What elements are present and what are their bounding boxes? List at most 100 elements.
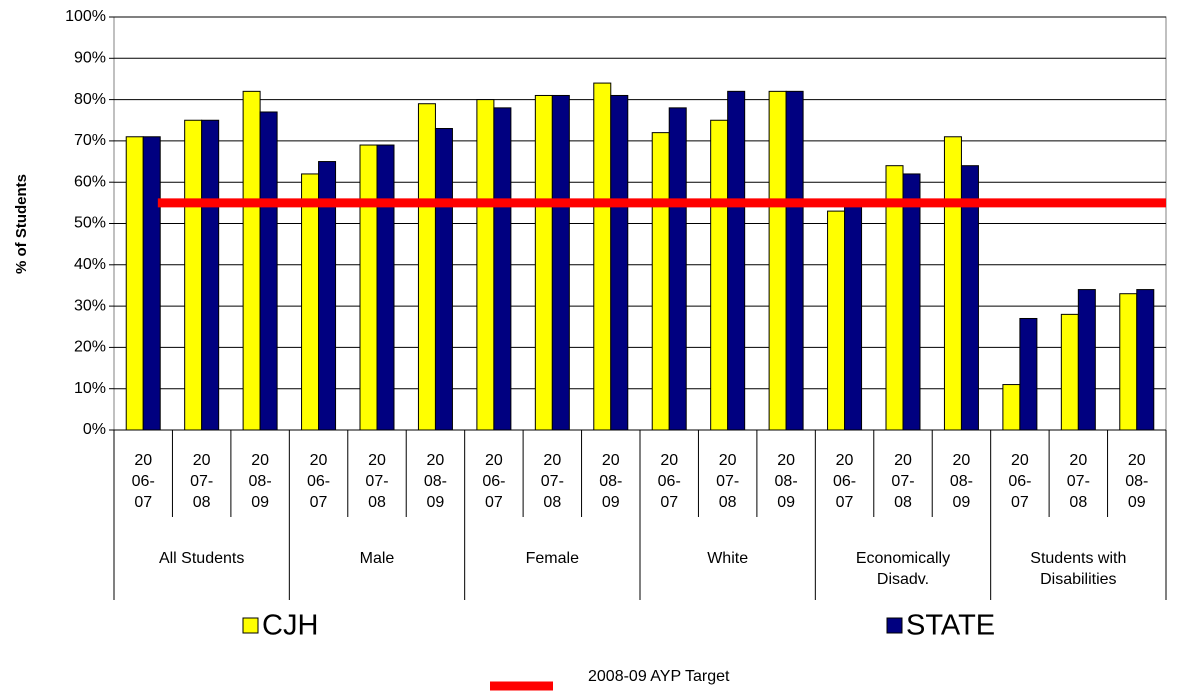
bar — [201, 119, 220, 431]
bar — [434, 128, 453, 431]
bar — [184, 119, 203, 431]
x-tick-label-box: 2006-07 — [1008, 452, 1032, 511]
x-tick-label: 2008-09 — [949, 452, 973, 511]
group-label: Students with Disabilities — [1030, 550, 1127, 588]
bar — [827, 210, 846, 431]
bar — [242, 90, 261, 431]
bar — [844, 202, 863, 431]
x-tick-label: 2008-09 — [1125, 452, 1149, 511]
group-label-box: White — [707, 550, 749, 567]
bar — [551, 94, 570, 431]
group-label: Female — [525, 550, 579, 567]
x-tick-label: 2006-07 — [657, 452, 681, 511]
y-tick-label: 0% — [83, 421, 106, 438]
bar — [960, 165, 979, 431]
x-tick-label-box: 2008-09 — [774, 452, 798, 511]
bar — [259, 111, 278, 431]
bar — [1019, 317, 1038, 431]
x-tick-label: 2008-09 — [774, 452, 798, 511]
x-tick-label: 2008-09 — [248, 452, 272, 511]
bar — [610, 94, 629, 431]
y-tick-label: 70% — [74, 132, 106, 149]
x-tick-label: 2007-08 — [540, 452, 564, 511]
y-tick-label: 90% — [74, 50, 106, 67]
y-tick-label: 30% — [74, 297, 106, 314]
legend-swatch — [886, 617, 903, 634]
bar — [727, 90, 746, 431]
x-tick-label-box: 2007-08 — [716, 452, 740, 511]
bar — [318, 161, 337, 431]
x-tick-label: 2007-08 — [716, 452, 740, 511]
bar — [125, 136, 144, 431]
x-tick-label: 2006-07 — [832, 452, 857, 511]
y-tick-label: 100% — [65, 8, 106, 25]
x-tick-label: 2006-07 — [131, 452, 155, 511]
x-tick-label: 2007-08 — [891, 452, 915, 511]
group-label: White — [707, 550, 749, 567]
legend-label: CJH — [262, 610, 318, 642]
group-label-box: Students with Disabilities — [1030, 550, 1127, 588]
x-tick-label: 2007-08 — [1066, 452, 1090, 511]
group-label: Male — [359, 550, 395, 567]
y-tick-label: 40% — [74, 256, 106, 273]
bar — [1119, 293, 1138, 431]
x-tick-label-box: 2007-08 — [365, 452, 389, 511]
x-tick-label-box: 2007-08 — [540, 452, 564, 511]
bar — [359, 144, 378, 431]
x-tick-label: 2006-07 — [306, 452, 331, 511]
bar — [142, 136, 161, 431]
bar — [534, 94, 553, 431]
x-tick-label-box: 2007-08 — [891, 452, 915, 511]
group-label: All Students — [158, 550, 245, 567]
legend-swatch — [242, 617, 259, 634]
y-tick-label: 60% — [74, 173, 106, 190]
bar — [651, 132, 670, 431]
bar — [668, 107, 687, 431]
bar — [902, 173, 921, 431]
bar — [943, 136, 962, 431]
y-axis-label: % of Students — [13, 174, 30, 274]
x-tick-label-box: 2008-09 — [248, 452, 272, 511]
group-label: Economically Disadv. — [855, 550, 951, 588]
x-tick-label: 2008-09 — [599, 452, 623, 511]
x-tick-label: 2006-07 — [1008, 452, 1032, 511]
x-tick-label-box: 2008-09 — [599, 452, 623, 511]
bar — [593, 82, 612, 431]
bar — [493, 107, 512, 431]
bar — [1060, 313, 1079, 431]
bar — [476, 99, 495, 431]
group-label-box: Female — [525, 550, 579, 567]
x-tick-label-box: 2007-08 — [1066, 452, 1090, 511]
bar — [301, 173, 320, 431]
bar — [1136, 289, 1155, 431]
x-tick-label: 2006-07 — [482, 452, 506, 511]
bar — [1002, 384, 1021, 431]
legend-label: 2008-09 AYP Target — [588, 668, 730, 685]
x-tick-label-box: 2006-07 — [482, 452, 506, 511]
x-tick-label-box: 2008-09 — [949, 452, 973, 511]
x-tick-label-box: 2007-08 — [190, 452, 214, 511]
x-tick-label: 2007-08 — [190, 452, 214, 511]
x-tick-label-box: 2008-09 — [423, 452, 447, 511]
x-tick-label-box: 2006-07 — [131, 452, 155, 511]
y-tick-label: 80% — [74, 91, 106, 108]
y-tick-label: 50% — [74, 215, 106, 232]
group-label-box: All Students — [158, 550, 245, 567]
x-tick-label-box: 2008-09 — [1125, 452, 1149, 511]
bar — [417, 103, 436, 431]
bar — [710, 119, 729, 431]
y-tick-label: 20% — [74, 339, 106, 356]
x-tick-label: 2008-09 — [423, 452, 447, 511]
bar — [376, 144, 395, 431]
y-tick-label: 10% — [74, 380, 106, 397]
x-tick-label: 2007-08 — [365, 452, 389, 511]
bar — [785, 90, 804, 431]
x-tick-label-box: 2006-07 — [306, 452, 331, 511]
x-tick-label-box: 2006-07 — [657, 452, 681, 511]
bar — [768, 90, 787, 431]
legend-label: STATE — [906, 610, 995, 642]
x-tick-label-box: 2006-07 — [832, 452, 857, 511]
group-label-box: Male — [359, 550, 395, 567]
bar — [1077, 289, 1096, 431]
